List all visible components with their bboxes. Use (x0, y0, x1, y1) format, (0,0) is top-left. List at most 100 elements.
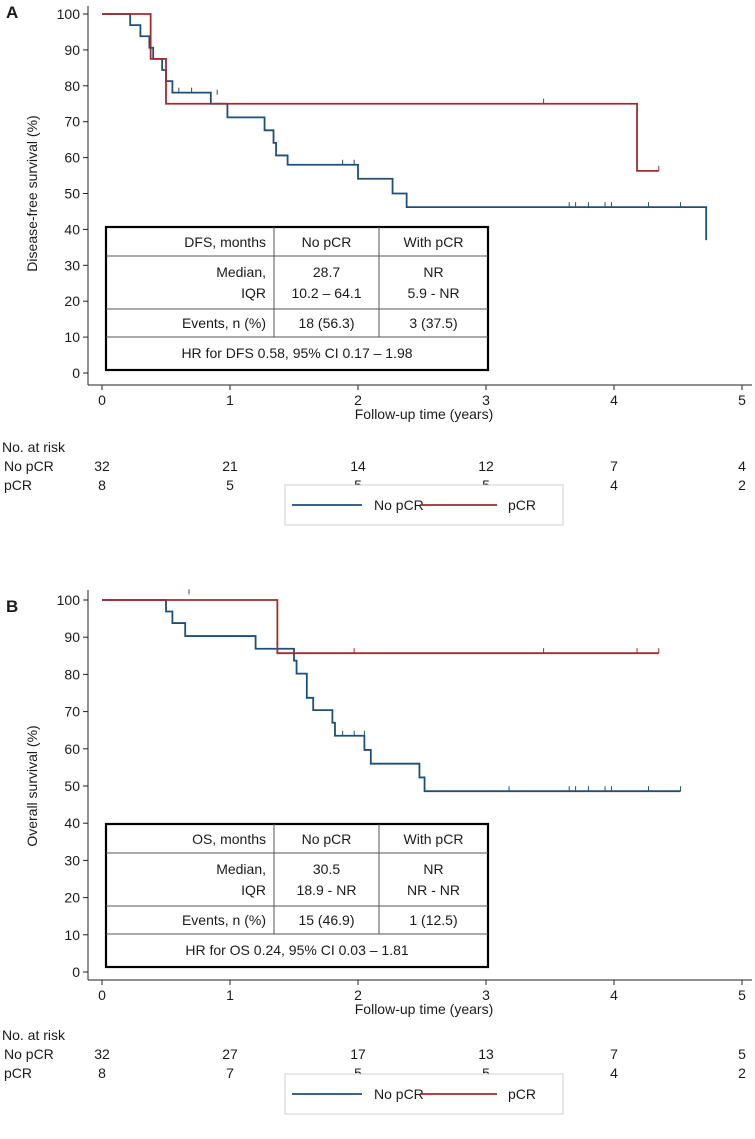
risk-count: 2 (738, 1065, 746, 1081)
y-tick-label: 40 (64, 221, 80, 237)
risk-count: 8 (98, 1065, 106, 1081)
risk-table-title: No. at risk (2, 1027, 66, 1043)
x-tick-label: 1 (226, 987, 234, 1003)
x-tick-label: 0 (98, 987, 106, 1003)
summary-table: OS, months No pCR With pCR Median, IQR 30.5 18… (104, 822, 490, 969)
y-tick-label: 70 (64, 704, 80, 720)
risk-count: 12 (478, 458, 494, 474)
risk-count: 17 (350, 1046, 366, 1062)
y-tick-label: 50 (64, 186, 80, 202)
risk-count: 7 (610, 1046, 618, 1062)
x-tick-label: 5 (738, 987, 746, 1003)
risk-count: 5 (354, 1065, 362, 1081)
y-tick-label: 30 (64, 852, 80, 868)
table-events-label: Events, n (%) (182, 912, 266, 928)
table-header-no-pcr: No pCR (302, 234, 352, 250)
y-axis-label: Disease-free survival (%) (24, 115, 40, 271)
risk-count: 5 (482, 1065, 490, 1081)
y-tick-label: 20 (64, 293, 80, 309)
table-header-metric: OS, months (192, 831, 266, 847)
risk-row-label: No pCR (4, 1046, 54, 1062)
km-curve-no-pcr (102, 599, 681, 793)
risk-count: 2 (738, 477, 746, 493)
table-iqr-label: IQR (241, 285, 266, 301)
y-tick-label: 0 (72, 964, 80, 980)
y-tick-label: 100 (57, 592, 81, 608)
y-tick-label: 20 (64, 890, 80, 906)
table-events-no-pcr: 15 (46.9) (298, 912, 354, 928)
risk-count: 4 (738, 458, 746, 474)
y-tick-label: 80 (64, 666, 80, 682)
table-events-pcr: 1 (12.5) (409, 912, 457, 928)
y-tick-label: 90 (64, 629, 80, 645)
table-median-label: Median, (216, 264, 266, 280)
x-tick-label: 2 (354, 392, 362, 408)
y-tick-label: 10 (64, 927, 80, 943)
x-axis-label: Follow-up time (years) (355, 1001, 493, 1017)
x-tick-label: 4 (610, 987, 618, 1003)
panel-label: A (6, 3, 18, 22)
legend: No pCR pCR (284, 1073, 564, 1115)
x-tick-label: 0 (98, 392, 106, 408)
y-tick-label: 70 (64, 114, 80, 130)
x-tick-label: 4 (610, 392, 618, 408)
y-tick-label: 0 (72, 365, 80, 381)
legend: No pCR pCR (284, 484, 564, 526)
x-tick-label: 1 (226, 392, 234, 408)
risk-count: 14 (350, 458, 366, 474)
risk-count: 7 (226, 1065, 234, 1081)
risk-row-label: No pCR (4, 458, 54, 474)
risk-row-label: pCR (4, 1065, 32, 1081)
y-tick-label: 100 (57, 6, 81, 22)
risk-count: 4 (610, 1065, 618, 1081)
table-median-no-pcr: 30.5 (313, 861, 340, 877)
table-iqr-label: IQR (241, 882, 266, 898)
summary-table: DFS, months No pCR With pCR Median, IQR 28.7 1… (104, 225, 490, 372)
panel-label: B (6, 597, 18, 616)
table-header-with-pcr: With pCR (404, 234, 464, 250)
y-tick-label: 40 (64, 815, 80, 831)
y-tick-label: 60 (64, 741, 80, 757)
y-tick-label: 50 (64, 778, 80, 794)
risk-row-label: pCR (4, 477, 32, 493)
risk-count: 5 (738, 1046, 746, 1062)
table-iqr-no-pcr: 18.9 - NR (297, 882, 357, 898)
x-tick-label: 3 (482, 392, 490, 408)
summary-table-border (104, 822, 490, 969)
risk-count: 8 (98, 477, 106, 493)
x-axis-label: Follow-up time (years) (355, 406, 493, 422)
table-header-with-pcr: With pCR (404, 831, 464, 847)
table-header-no-pcr: No pCR (302, 831, 352, 847)
legend-label-pcr: pCR (508, 1086, 536, 1102)
legend-label-no-pcr: No pCR (374, 1086, 424, 1102)
km-curve-pcr (102, 599, 659, 655)
table-events-no-pcr: 18 (56.3) (298, 315, 354, 331)
risk-count: 27 (222, 1046, 238, 1062)
risk-count: 5 (226, 477, 234, 493)
legend-label-pcr: pCR (508, 497, 536, 513)
y-axis-label: Overall survival (%) (24, 725, 40, 846)
x-tick-label: 3 (482, 987, 490, 1003)
table-hazard-ratio: HR for DFS 0.58, 95% CI 0.17 – 1.98 (181, 345, 412, 361)
y-tick-label: 60 (64, 150, 80, 166)
table-hazard-ratio: HR for OS 0.24, 95% CI 0.03 – 1.81 (185, 942, 409, 958)
x-tick-label: 2 (354, 987, 362, 1003)
y-tick-label: 90 (64, 42, 80, 58)
table-median-pcr: NR (423, 264, 443, 280)
table-median-pcr: NR (423, 861, 443, 877)
risk-count: 7 (610, 458, 618, 474)
x-tick-label: 5 (738, 392, 746, 408)
table-header-metric: DFS, months (184, 234, 266, 250)
table-iqr-pcr: 5.9 - NR (407, 285, 459, 301)
risk-count: 13 (478, 1046, 494, 1062)
risk-count: 32 (94, 458, 110, 474)
table-iqr-no-pcr: 10.2 – 64.1 (291, 285, 361, 301)
y-tick-label: 30 (64, 257, 80, 273)
y-tick-label: 10 (64, 329, 80, 345)
risk-table-title: No. at risk (2, 439, 66, 455)
legend-label-no-pcr: No pCR (374, 497, 424, 513)
table-events-label: Events, n (%) (182, 315, 266, 331)
km-curve-no-pcr (102, 13, 708, 241)
